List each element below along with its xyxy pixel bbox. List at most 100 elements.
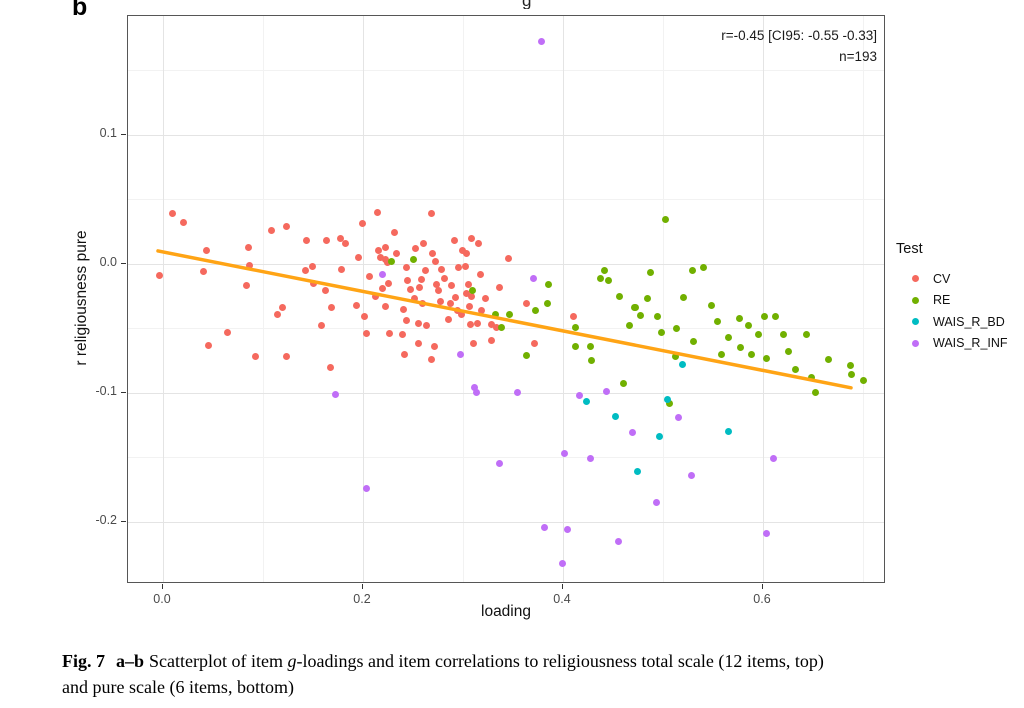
- n-text: n=193: [839, 49, 877, 64]
- data-point-CV: [466, 321, 474, 329]
- data-point-WAIS_R_INF: [495, 460, 503, 468]
- data-point-CV: [428, 250, 436, 258]
- legend-item: CV: [896, 268, 1008, 290]
- data-point-CV: [168, 210, 176, 217]
- data-point-RE: [736, 344, 744, 352]
- data-point-CV: [384, 279, 392, 287]
- data-point-CV: [418, 300, 426, 308]
- legend: Test CV RE WAIS_R_BD WAIS_R_INF: [896, 241, 1008, 354]
- data-point-RE: [544, 281, 552, 288]
- y-major-gridline: [128, 263, 884, 265]
- data-point-CV: [365, 273, 373, 281]
- data-point-CV: [495, 283, 503, 291]
- data-point-CV: [301, 266, 309, 274]
- y-tick-mark: [121, 391, 126, 393]
- x-major-gridline: [563, 16, 564, 582]
- data-point-CV: [447, 282, 455, 290]
- data-point-WAIS_R_INF: [563, 526, 571, 534]
- data-point-CV: [322, 237, 330, 245]
- data-point-RE: [643, 295, 651, 303]
- data-point-CV: [321, 287, 329, 295]
- data-point-WAIS_R_INF: [652, 499, 660, 507]
- data-point-WAIS_R_INF: [602, 388, 610, 396]
- data-point-CV: [437, 265, 445, 273]
- data-point-CV: [522, 300, 530, 308]
- correlation-text: r=-0.45 [CI95: -0.55 -0.33]: [721, 28, 877, 43]
- legend-item-label: WAIS_R_INF: [933, 336, 1008, 351]
- data-point-RE: [802, 331, 810, 339]
- data-point-CV: [427, 355, 435, 363]
- x-tick-mark: [562, 584, 563, 589]
- caption-line2: and pure scale (6 items, bottom): [62, 677, 294, 697]
- data-point-RE: [468, 287, 476, 295]
- data-point-WAIS_R_BD: [611, 412, 619, 420]
- data-point-RE: [717, 350, 725, 358]
- data-point-WAIS_R_INF: [472, 389, 480, 397]
- data-point-RE: [762, 354, 770, 362]
- data-point-CV: [245, 261, 253, 269]
- data-point-RE: [679, 293, 687, 301]
- data-point-WAIS_R_INF: [537, 38, 545, 46]
- data-point-RE: [571, 323, 579, 331]
- data-point-RE: [713, 318, 721, 326]
- data-point-CV: [530, 340, 538, 348]
- data-point-WAIS_R_INF: [628, 429, 636, 437]
- data-point-CV: [398, 331, 406, 339]
- legend-item-label: CV: [933, 271, 951, 286]
- figure-caption: Fig. 7 a–b Scatterplot of item g-loadings …: [62, 648, 1014, 700]
- data-point-CV: [431, 257, 439, 265]
- data-point-RE: [811, 389, 819, 397]
- legend-swatch: [912, 339, 919, 347]
- x-tick-mark: [162, 584, 163, 589]
- data-point-RE: [600, 266, 608, 274]
- data-point-CV: [354, 253, 362, 261]
- data-point-WAIS_R_BD: [582, 398, 590, 406]
- data-point-CV: [302, 237, 310, 245]
- clipped-title-glyph: g: [522, 0, 544, 9]
- data-point-CV: [474, 239, 482, 247]
- caption-range-label: a–b: [116, 651, 145, 671]
- data-point-RE: [688, 266, 696, 274]
- data-point-CV: [434, 287, 442, 295]
- data-point-CV: [481, 295, 489, 303]
- data-point-CV: [421, 266, 429, 274]
- trend-line-layer: [156, 249, 853, 390]
- data-point-RE: [724, 333, 732, 341]
- data-point-CV: [326, 363, 334, 371]
- stats-annotation: r=-0.45 [CI95: -0.55 -0.33] n=193: [721, 25, 877, 67]
- data-point-WAIS_R_INF: [586, 455, 594, 463]
- legend-item: WAIS_R_INF: [896, 333, 1008, 355]
- data-point-RE: [791, 366, 799, 374]
- data-point-RE: [409, 256, 417, 264]
- data-point-CV: [202, 247, 210, 255]
- data-point-WAIS_R_INF: [529, 274, 537, 282]
- data-point-CV: [458, 247, 466, 255]
- legend-swatch: [912, 296, 919, 304]
- data-point-RE: [522, 352, 530, 359]
- data-point-WAIS_R_INF: [378, 270, 386, 278]
- data-point-CV: [336, 234, 344, 242]
- data-point-CV: [427, 210, 435, 217]
- legend-swatch: [912, 318, 919, 326]
- data-point-CV: [430, 342, 438, 350]
- data-point-WAIS_R_INF: [762, 530, 770, 538]
- data-point-CV: [476, 270, 484, 278]
- data-point-RE: [604, 277, 612, 285]
- data-point-CV: [422, 322, 430, 330]
- legend-title: Test: [896, 241, 923, 257]
- x-major-gridline: [763, 16, 764, 582]
- data-point-RE: [784, 348, 792, 356]
- data-point-CV: [278, 304, 286, 312]
- data-point-CV: [155, 271, 163, 279]
- data-point-RE: [653, 313, 661, 321]
- data-point-CV: [385, 330, 393, 338]
- legend-item-label: WAIS_R_BD: [933, 314, 1005, 329]
- data-point-CV: [414, 319, 422, 327]
- caption-text: Scatterplot of item: [149, 651, 288, 671]
- data-point-RE: [754, 331, 762, 339]
- data-point-RE: [771, 313, 779, 321]
- data-point-CV: [352, 301, 360, 309]
- data-point-RE: [505, 310, 513, 318]
- x-minor-gridline: [263, 16, 264, 582]
